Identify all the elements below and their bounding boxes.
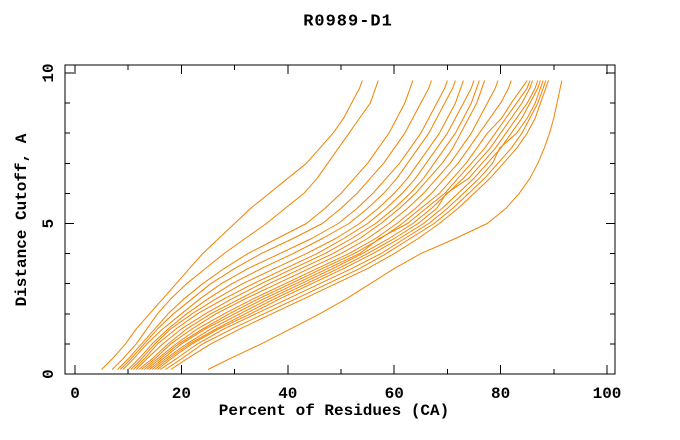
model-curve-1 bbox=[101, 80, 363, 370]
model-curve-9 bbox=[135, 80, 480, 370]
x-tick-label: 20 bbox=[172, 385, 191, 403]
model-curve-5 bbox=[122, 80, 448, 370]
x-tick-label: 0 bbox=[70, 385, 80, 403]
plot-title: R0989-D1 bbox=[303, 12, 393, 32]
model-curve-2 bbox=[111, 80, 379, 370]
model-curve-15 bbox=[151, 80, 533, 370]
x-tick-label: 80 bbox=[491, 385, 510, 403]
model-curve-16 bbox=[154, 80, 539, 370]
model-curve-3 bbox=[117, 80, 414, 370]
model-curve-18 bbox=[159, 80, 544, 370]
x-axis-title: Percent of Residues (CA) bbox=[218, 402, 450, 420]
model-curve-21 bbox=[207, 80, 563, 370]
x-tick-label: 40 bbox=[278, 385, 297, 403]
y-tick-label: 0 bbox=[40, 369, 58, 379]
model-curve-11 bbox=[141, 80, 499, 370]
x-tick-label: 100 bbox=[593, 385, 622, 403]
model-curve-6 bbox=[127, 80, 456, 370]
x-tick-label: 60 bbox=[385, 385, 404, 403]
model-curve-17 bbox=[157, 80, 541, 370]
y-tick-label: 5 bbox=[40, 219, 58, 229]
model-curve-4 bbox=[119, 80, 432, 370]
model-curve-13 bbox=[146, 80, 528, 370]
model-curve-7 bbox=[130, 80, 464, 370]
y-tick-label: 10 bbox=[40, 63, 58, 82]
model-curve-19 bbox=[165, 80, 547, 370]
model-curve-12 bbox=[143, 80, 512, 370]
model-curve-14 bbox=[149, 80, 531, 370]
model-curve-8 bbox=[133, 80, 475, 370]
model-curve-10 bbox=[138, 80, 486, 370]
y-axis-title: Distance Cutoff, A bbox=[13, 133, 31, 307]
model-curve-20 bbox=[170, 80, 549, 370]
plot-frame bbox=[64, 64, 616, 375]
